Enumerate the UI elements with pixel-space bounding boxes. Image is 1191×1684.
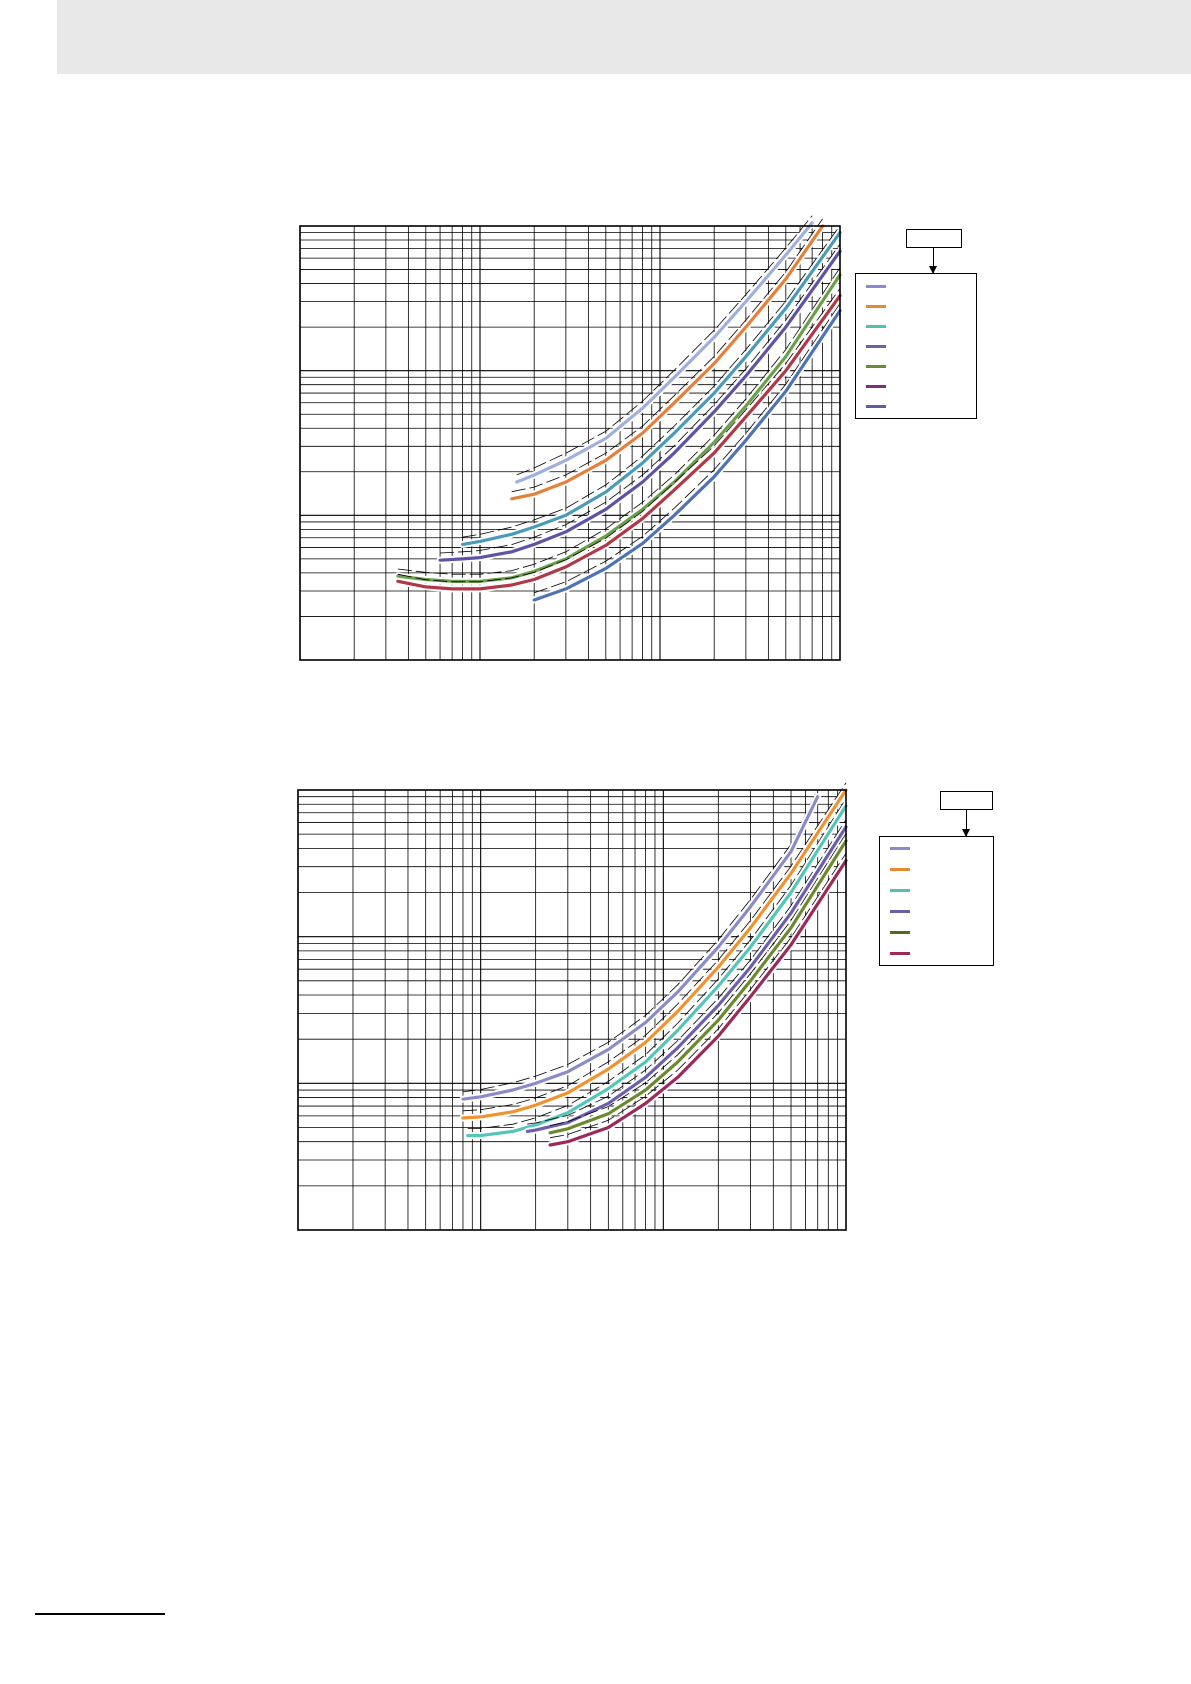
chart-1-envelope-2 (511, 218, 823, 493)
legend-1-swatch (866, 325, 886, 328)
legend-1-swatch (866, 285, 886, 288)
chart-1-envelope-5 (397, 267, 841, 575)
chart-2-series-3 (466, 804, 848, 1138)
chart-2-envelope-5 (550, 833, 847, 1126)
legend-1-header (906, 229, 962, 248)
legend-2-swatch (890, 868, 910, 871)
chart-1-series-7 (532, 309, 842, 602)
legend-1-swatch (866, 365, 886, 368)
chart-1 (299, 215, 844, 661)
chart-1-series-1 (515, 221, 814, 484)
legend-2 (879, 836, 994, 966)
chart-2-envelope-3 (467, 798, 847, 1129)
chart-1-series-6 (396, 294, 842, 591)
chart-2-series-6 (548, 859, 848, 1147)
chart-2-grid (297, 790, 846, 1231)
chart-1-envelope-1 (516, 215, 813, 476)
chart-1-frame (299, 225, 841, 661)
legend-2-swatch (890, 931, 910, 934)
chart-2-envelope-1 (462, 789, 819, 1093)
chart-1-series-4 (438, 249, 842, 562)
legend-2-swatch (890, 952, 910, 955)
chart-1-envelope-7 (534, 303, 841, 594)
legend-2-swatch (890, 910, 910, 913)
chart-1-series-3 (461, 231, 842, 546)
page-header-band (57, 0, 1191, 74)
chart-1-envelope-3 (462, 225, 841, 538)
legend-2-arrow (962, 809, 970, 837)
legend-2-header (940, 791, 993, 810)
chart-2 (297, 782, 850, 1231)
chart-2-envelope-2 (462, 782, 847, 1112)
chart-1-envelope-4 (440, 243, 841, 554)
chart-2-series-4 (525, 825, 848, 1133)
chart-2-series-5 (548, 839, 848, 1135)
chart-2-series-group (459, 782, 850, 1149)
chart-2-series-1 (461, 795, 820, 1101)
legend-1-swatch (866, 345, 886, 348)
chart-1-series-group (394, 215, 844, 604)
footer-rule (35, 1613, 165, 1615)
chart-1-series-2 (510, 224, 825, 501)
chart-1-series-5 (396, 273, 842, 583)
chart-2-envelope-6 (550, 853, 847, 1139)
legend-2-swatch (890, 889, 910, 892)
chart-1-envelope-6 (397, 288, 841, 583)
chart-2-envelope-4 (527, 819, 847, 1125)
legend-1-arrow (929, 247, 937, 274)
legend-1-swatch (866, 385, 886, 388)
legend-2-swatch (890, 847, 910, 850)
chart-2-series-2 (461, 788, 848, 1120)
legend-1-swatch (866, 405, 886, 408)
chart-2-frame (297, 789, 847, 1231)
legend-1-swatch (866, 305, 886, 308)
legend-1 (855, 273, 977, 419)
